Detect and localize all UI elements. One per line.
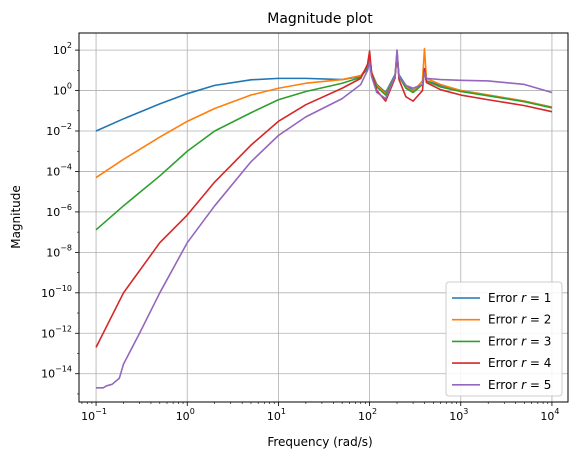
y-axis-label: Magnitude bbox=[9, 185, 23, 249]
x-tick-label: 101 bbox=[267, 407, 286, 423]
y-tick-label: 10−4 bbox=[46, 162, 72, 178]
legend-label-2: Error r = 2 bbox=[488, 313, 551, 327]
y-tick-label: 10−8 bbox=[46, 243, 72, 259]
legend-label-1: Error r = 1 bbox=[488, 291, 551, 305]
x-tick-label: 104 bbox=[540, 407, 559, 423]
legend: Error r = 1 Error r = 2 Error r = 3 Error r… bbox=[445, 281, 563, 397]
series-layer bbox=[95, 47, 553, 389]
legend-box bbox=[445, 281, 563, 397]
chart-title: Magnitude plot bbox=[267, 11, 373, 27]
x-ticks: 10−1 100 101 102 103 104 bbox=[81, 402, 559, 423]
series-line-3 bbox=[95, 52, 553, 231]
plot-frame bbox=[78, 32, 569, 403]
legend-label-5: Error r = 5 bbox=[488, 378, 551, 392]
y-tick-label: 10−12 bbox=[41, 324, 72, 340]
y-tick-label: 10−14 bbox=[41, 365, 72, 381]
x-tick-label: 100 bbox=[176, 407, 195, 423]
legend-label-3: Error r = 3 bbox=[488, 334, 551, 348]
y-tick-label: 102 bbox=[53, 41, 72, 57]
y-tick-label: 10−6 bbox=[46, 203, 72, 219]
x-tick-label: 103 bbox=[449, 407, 468, 423]
series-line-5 bbox=[96, 49, 553, 389]
x-axis-label: Frequency (rad/s) bbox=[267, 435, 372, 449]
y-tick-label: 10−2 bbox=[46, 122, 72, 138]
x-tick-label: 102 bbox=[358, 407, 377, 423]
x-tick-label: 10−1 bbox=[81, 407, 107, 423]
series-line-2 bbox=[95, 47, 553, 179]
legend-label-4: Error r = 4 bbox=[488, 356, 551, 370]
y-tick-label: 100 bbox=[53, 82, 72, 98]
y-tick-label: 10−10 bbox=[41, 284, 72, 300]
y-ticks: 10−14 10−12 10−10 10−8 10−6 10−4 10−2 100 102 bbox=[41, 41, 79, 395]
